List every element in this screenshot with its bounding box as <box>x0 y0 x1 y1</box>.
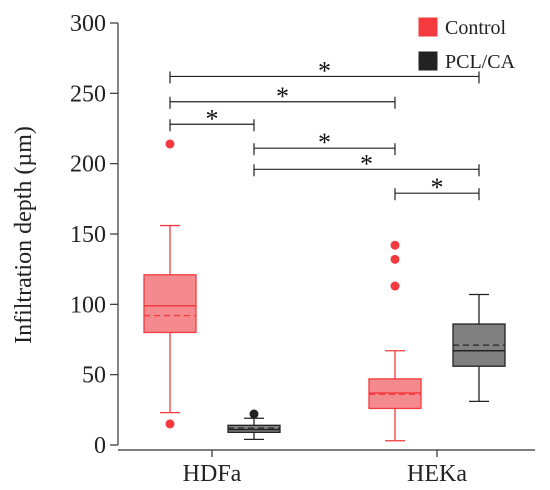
y-tick-label: 250 <box>70 81 106 107</box>
outlier-point <box>390 240 400 250</box>
box-iqr <box>368 378 422 410</box>
significance-label: * <box>431 173 444 202</box>
significance-bracket: * <box>169 82 396 111</box>
significance-bracket: * <box>253 128 396 157</box>
box-heka-pcl-ca <box>452 293 506 403</box>
legend-item-control: Control <box>418 17 507 39</box>
y-tick-label: 200 <box>70 152 106 178</box>
outlier-point <box>249 409 259 419</box>
significance-bracket: * <box>394 173 480 202</box>
legend-label: PCL/CA <box>445 51 516 73</box>
box-heka-control <box>368 240 422 442</box>
significance-label: * <box>318 56 331 85</box>
significance-layer: * * * * * * <box>169 56 480 202</box>
y-tick-label: 50 <box>82 363 106 389</box>
outlier-point <box>165 139 175 149</box>
significance-bracket: * <box>253 149 480 178</box>
significance-bracket: * <box>169 104 255 133</box>
legend-label: Control <box>445 17 507 39</box>
y-axis: 0 50 100 150 200 250 300 <box>70 11 119 459</box>
outlier-point <box>390 254 400 264</box>
legend-item-pcl-ca: PCL/CA <box>418 51 516 73</box>
y-tick-label: 100 <box>70 292 106 318</box>
legend: Control PCL/CA <box>418 17 516 73</box>
boxes-layer <box>143 139 506 442</box>
y-tick-label: 300 <box>70 11 106 37</box>
legend-swatch <box>418 17 438 37</box>
x-tick-label: HEKa <box>407 461 467 487</box>
box-hdfa-pcl-ca <box>227 409 281 441</box>
significance-label: * <box>206 104 219 133</box>
x-axis: HDFa HEKa <box>118 449 535 487</box>
y-axis-title: Infiltration depth (µm) <box>11 126 37 344</box>
significance-label: * <box>318 128 331 157</box>
outlier-point <box>390 281 400 291</box>
significance-bracket: * <box>169 56 480 85</box>
outlier-point <box>165 419 175 429</box>
y-tick-label: 150 <box>70 222 106 248</box>
legend-swatch <box>418 51 438 71</box>
y-tick-label: 0 <box>94 433 106 459</box>
box-iqr <box>143 274 197 334</box>
box-iqr <box>227 424 281 433</box>
significance-label: * <box>360 149 373 178</box>
x-tick-label: HDFa <box>183 461 242 487</box>
box-hdfa-control <box>143 139 197 429</box>
significance-label: * <box>276 82 289 111</box>
